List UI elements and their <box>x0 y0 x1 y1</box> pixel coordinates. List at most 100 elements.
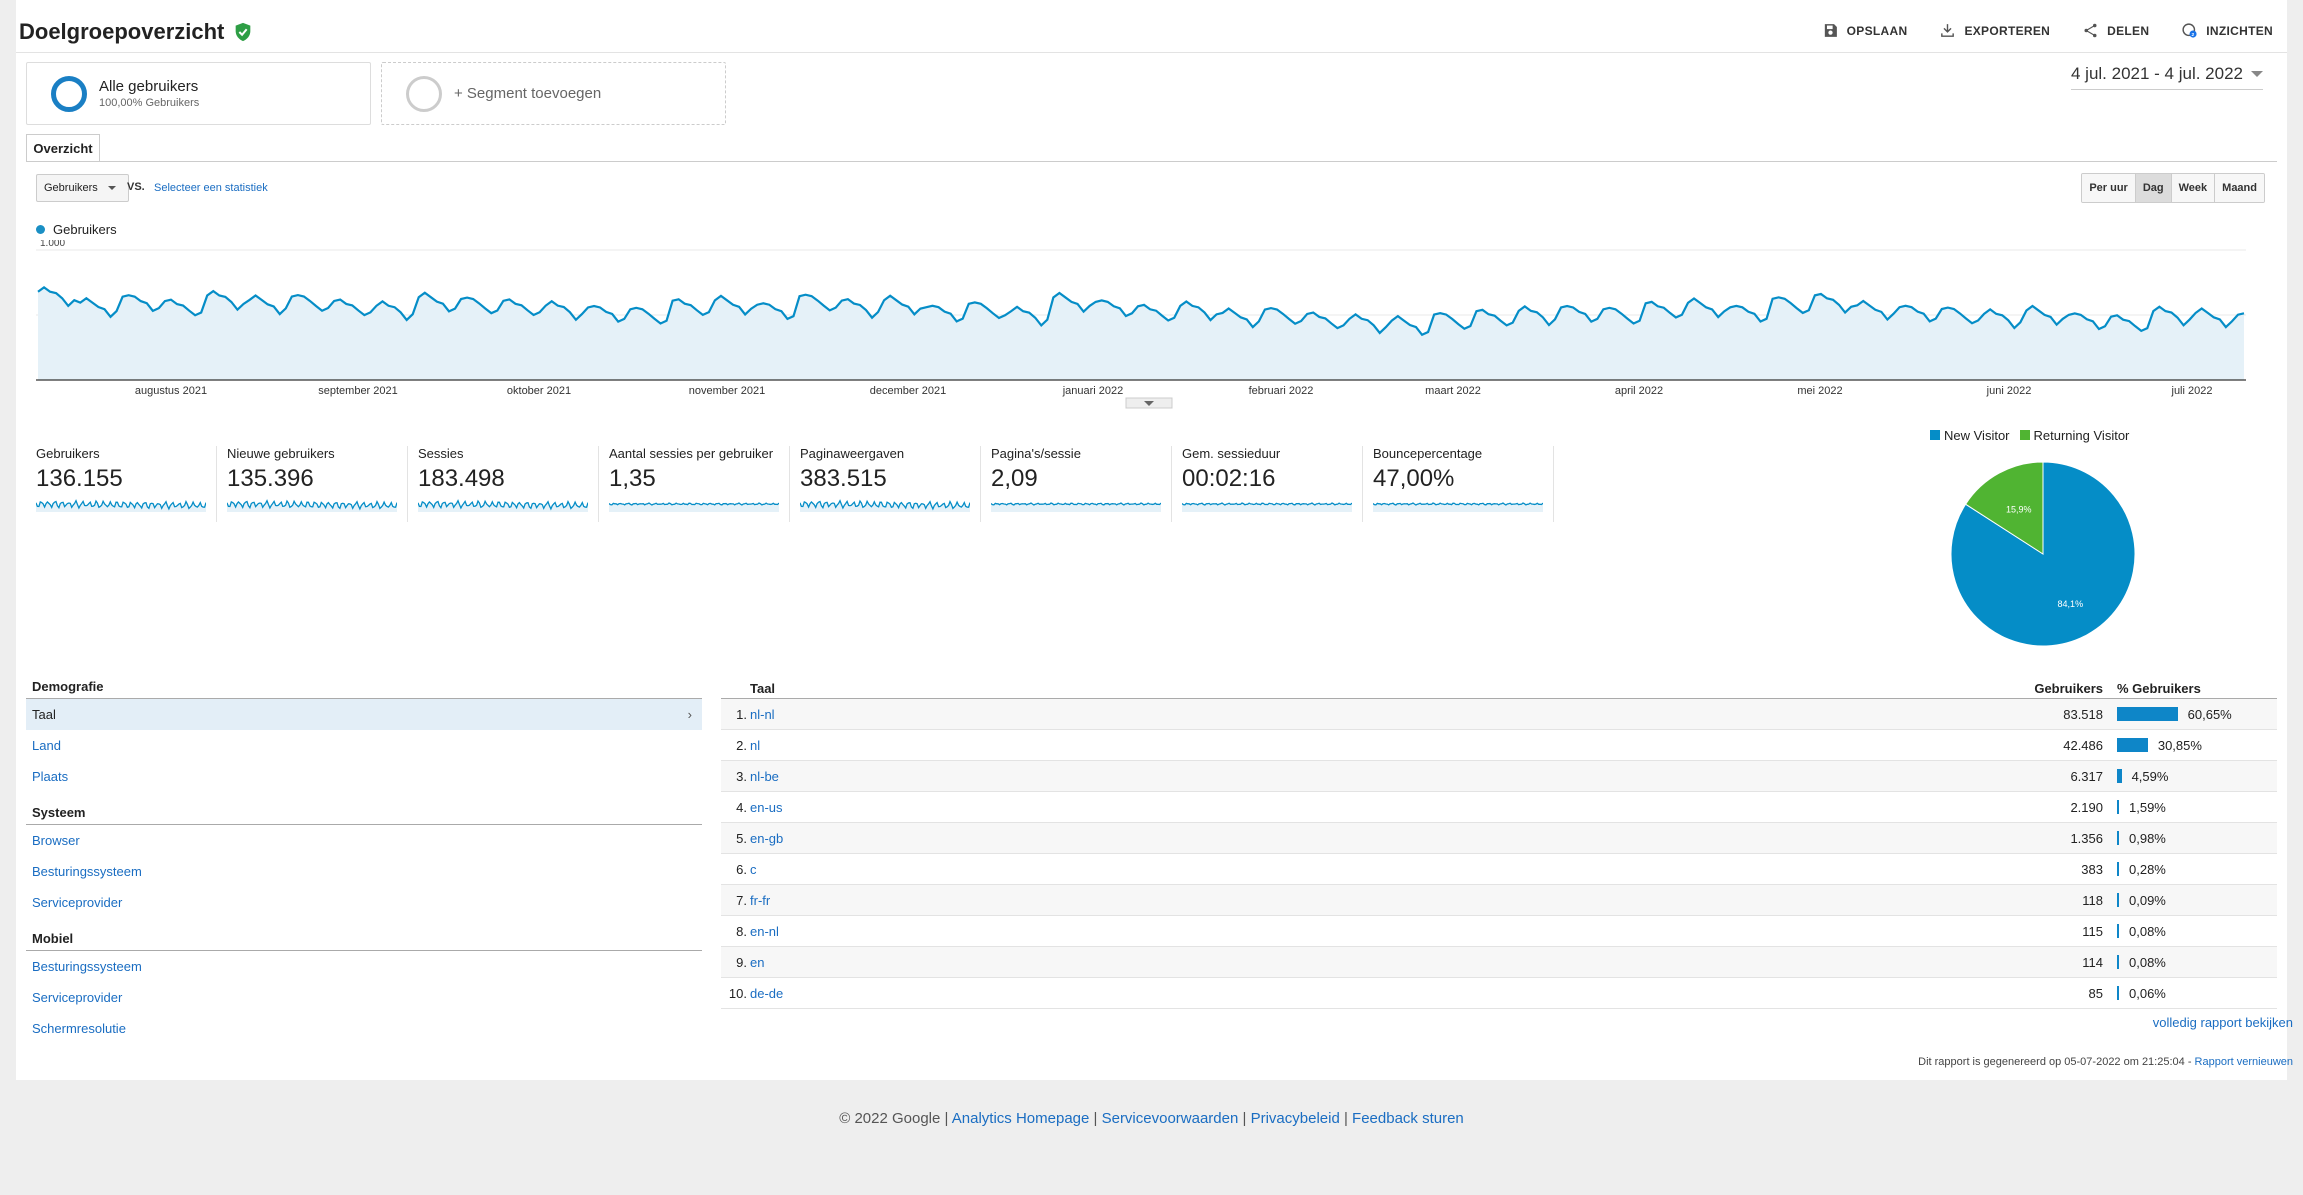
metric-card[interactable]: Aantal sessies per gebruiker 1,35 <box>609 446 790 522</box>
nav-item-besturingssysteem[interactable]: Besturingssysteem <box>32 864 142 879</box>
row-pct: 4,59% <box>2117 769 2277 784</box>
row-language-link[interactable]: en <box>750 954 765 970</box>
metric-card[interactable]: Gem. sessieduur 00:02:16 <box>1182 446 1363 522</box>
segment-ring-icon <box>51 75 87 112</box>
row-index: 1. <box>736 706 747 722</box>
row-pct-value: 0,28% <box>2129 861 2166 877</box>
vs-label: VS. <box>127 181 145 193</box>
footer-link-terms[interactable]: Servicevoorwaarden <box>1101 1110 1239 1127</box>
nav-item-schermresolutie[interactable]: Schermresolutie <box>32 1021 126 1036</box>
download-icon <box>1941 24 1955 37</box>
row-pct-value: 60,65% <box>2187 706 2232 722</box>
x-tick-label: april 2022 <box>1615 385 1663 397</box>
date-range-picker[interactable]: 4 jul. 2021 - 4 jul. 2022 <box>2070 64 2263 90</box>
header-actions: OPSLAAN EXPORTEREN DELEN 2 INZICHTEN <box>1822 22 2273 39</box>
sparkline-line <box>1182 502 1352 506</box>
x-tick-label: oktober 2021 <box>507 385 571 397</box>
add-segment-button[interactable]: + Segment toevoegen <box>381 62 726 125</box>
collapse-arrow-icon <box>1144 401 1154 406</box>
metric-value: 47,00% <box>1373 465 1455 492</box>
nav-item-taal[interactable]: Taal <box>26 699 702 730</box>
pie-slice-returning-visitor[interactable] <box>1964 461 2044 555</box>
pie-legend-new: New Visitor <box>1930 428 2010 443</box>
row-language-link[interactable]: en-gb <box>750 830 784 846</box>
tab-overzicht[interactable]: Overzicht <box>26 134 100 162</box>
sparkline-line <box>1373 502 1543 506</box>
share-bar <box>2117 893 2119 907</box>
row-language-link[interactable]: nl <box>750 737 761 753</box>
pie-legend: New Visitor Returning Visitor <box>1930 428 2129 443</box>
refresh-report-link[interactable]: Rapport vernieuwen <box>2194 1056 2293 1068</box>
metric-sparkline <box>1182 502 1352 512</box>
header-gebruikers: Gebruikers <box>2034 681 2103 696</box>
table-row: 1. nl-nl 83.518 60,65% <box>721 699 2277 730</box>
table-row: 4. en-us 2.190 1,59% <box>721 792 2277 823</box>
row-language-link[interactable]: en-nl <box>750 923 779 939</box>
sparkline-area <box>800 500 970 512</box>
metric-sparkline <box>1373 502 1543 512</box>
share-bar <box>2117 831 2119 845</box>
metric-value: 383.515 <box>800 465 887 492</box>
row-pct-value: 0,98% <box>2129 830 2166 846</box>
share-label: DELEN <box>2107 23 2150 38</box>
row-language-link[interactable]: nl-be <box>750 768 779 784</box>
metric-sparkline <box>227 499 397 512</box>
nav-item-serviceprovider[interactable]: Serviceprovider <box>32 895 123 910</box>
table-row: 3. nl-be 6.317 4,59% <box>721 761 2277 792</box>
table-row: 9. en 114 0,08% <box>721 947 2277 978</box>
row-language-link[interactable]: de-de <box>750 985 784 1001</box>
sparkline-line <box>36 499 206 511</box>
row-language-link[interactable]: en-us <box>750 799 783 815</box>
full-report-link[interactable]: volledig rapport bekijken <box>2152 1015 2293 1030</box>
share-bar <box>2117 800 2119 814</box>
save-button[interactable]: OPSLAAN <box>1822 22 1908 39</box>
metric-card[interactable]: Pagina's/sessie 2,09 <box>991 446 1172 522</box>
metric-card[interactable]: Nieuwe gebruikers 135.396 <box>227 446 408 522</box>
add-segment-label: + Segment toevoegen <box>454 85 602 102</box>
row-users: 383 <box>2081 861 2103 877</box>
metric-sparkline <box>800 499 970 512</box>
footer-link-feedback[interactable]: Feedback sturen <box>1352 1110 1464 1127</box>
segment-all-users[interactable]: Alle gebruikers 100,00% Gebruikers <box>26 62 371 125</box>
header-divider <box>16 52 2287 53</box>
metric-card[interactable]: Gebruikers 136.155 <box>36 446 217 522</box>
nav-item-browser[interactable]: Browser <box>32 833 80 848</box>
share-bar <box>2117 955 2119 969</box>
granularity-month-button[interactable]: Maand <box>2215 174 2264 202</box>
export-button[interactable]: EXPORTEREN <box>1939 22 2050 39</box>
page-title: Doelgroepoverzicht <box>19 19 225 44</box>
dropdown-caret-icon <box>107 186 116 190</box>
granularity-hour-button[interactable]: Per uur <box>2082 174 2136 202</box>
share-icon <box>2084 23 2097 38</box>
row-language-link[interactable]: nl-nl <box>750 706 775 722</box>
nav-item-land[interactable]: Land <box>32 738 61 753</box>
table-row: 2. nl 42.486 30,85% <box>721 730 2277 761</box>
save-icon <box>1824 24 1837 37</box>
nav-item-plaats[interactable]: Plaats <box>32 769 69 784</box>
select-statistic-link[interactable]: Selecteer een statistiek <box>154 182 268 194</box>
sparkline-line <box>991 502 1161 506</box>
row-index: 4. <box>736 799 747 815</box>
metric-dropdown[interactable]: Gebruikers <box>36 174 129 202</box>
row-pct: 1,59% <box>2117 800 2277 815</box>
granularity-day-button[interactable]: Dag <box>2135 174 2172 202</box>
nav-item-serviceprovider[interactable]: Serviceprovider <box>32 990 123 1005</box>
metric-card[interactable]: Bouncepercentage 47,00% <box>1373 446 1554 522</box>
row-language-link[interactable]: fr-fr <box>750 892 771 908</box>
row-pct: 0,06% <box>2117 986 2277 1001</box>
share-button[interactable]: DELEN <box>2082 22 2149 39</box>
share-bar <box>2117 986 2119 1000</box>
granularity-week-button[interactable]: Week <box>2171 174 2216 202</box>
footer-link-homepage[interactable]: Analytics Homepage <box>951 1110 1090 1127</box>
table-row: 6. c 383 0,28% <box>721 854 2277 885</box>
row-pct-value: 0,09% <box>2129 892 2166 908</box>
header-taal: Taal <box>750 681 776 696</box>
metric-card[interactable]: Paginaweergaven 383.515 <box>800 446 981 522</box>
metric-label: Paginaweergaven <box>800 446 905 461</box>
nav-item-besturingssysteem[interactable]: Besturingssysteem <box>32 959 142 974</box>
footer-link-privacy[interactable]: Privacybeleid <box>1250 1110 1340 1127</box>
metric-card[interactable]: Sessies 183.498 <box>418 446 599 522</box>
insights-button[interactable]: 2 INZICHTEN <box>2181 22 2273 39</box>
row-language-link[interactable]: c <box>750 861 757 877</box>
